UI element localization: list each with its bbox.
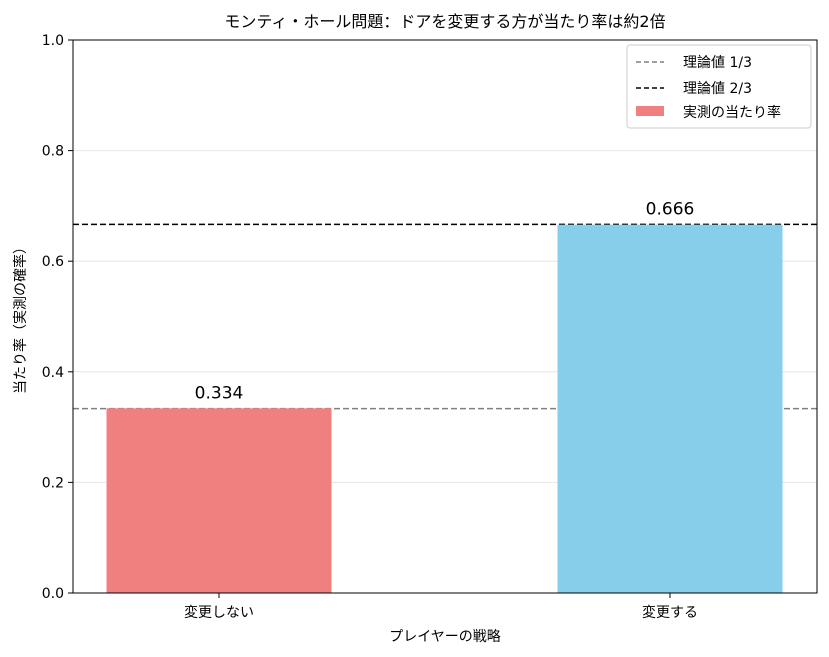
y-tick-label: 0.0 [42, 586, 64, 602]
y-tick-label: 0.2 [42, 475, 64, 491]
y-axis-label: 当たり率（実測の確率） [12, 240, 29, 394]
bar-1 [106, 408, 332, 593]
legend-label-theory-1-3: 理論値 1/3 [683, 55, 752, 71]
legend-label-theory-2-3: 理論値 2/3 [683, 81, 752, 97]
plot-frame [72, 39, 818, 594]
reference-lines [73, 223, 817, 410]
x-axis-ticks: 変更しない 変更する [184, 593, 698, 621]
data-labels: 0.334 0.666 [195, 200, 695, 404]
legend: 理論値 1/3 理論値 2/3 実測の当たり率 [626, 44, 812, 129]
y-tick-label: 1.0 [42, 33, 64, 49]
data-label: 0.666 [646, 200, 695, 220]
bars [106, 224, 783, 593]
x-tick-label: 変更する [642, 604, 698, 621]
legend-label-actual-rate: 実測の当たり率 [683, 104, 781, 121]
bar-2 [557, 224, 783, 593]
data-label: 0.334 [195, 383, 244, 403]
y-tick-label: 0.4 [42, 365, 64, 381]
x-tick-label: 変更しない [184, 604, 254, 621]
x-axis-label: プレイヤーの戦略 [389, 629, 501, 645]
chart-title: モンティ・ホール問題：ドアを変更する方が当たり率は約2倍 [224, 12, 665, 31]
y-tick-label: 0.8 [42, 144, 64, 160]
y-tick-label: 0.6 [42, 254, 64, 270]
y-axis-ticks: 0.0 0.2 0.4 0.6 0.8 1.0 [42, 33, 73, 602]
legend-marker-actual-rate [636, 106, 664, 116]
legend-box [626, 44, 812, 129]
